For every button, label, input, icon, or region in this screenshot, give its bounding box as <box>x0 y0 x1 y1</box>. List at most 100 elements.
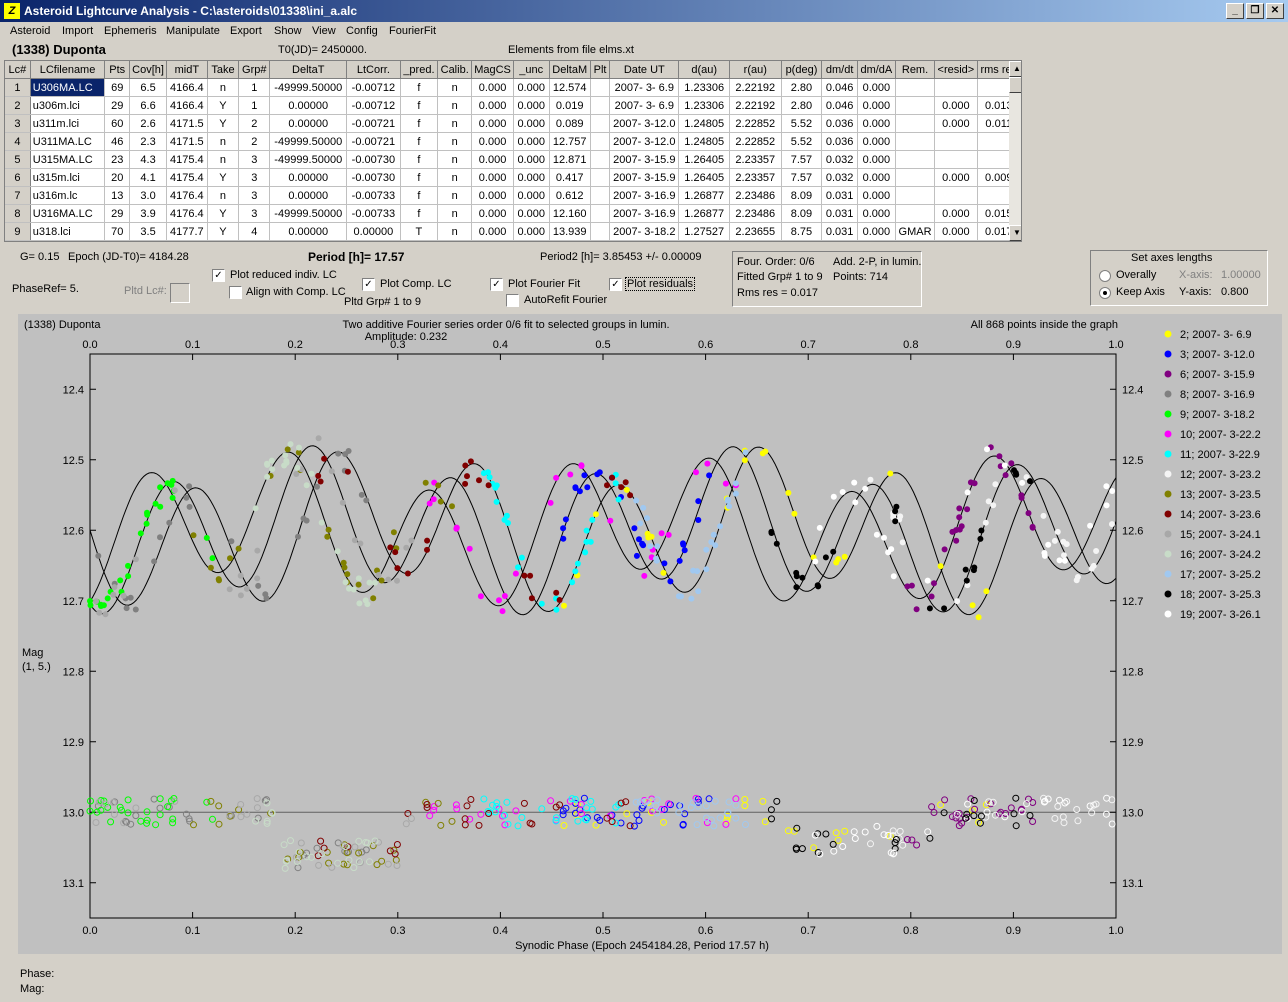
residual-point <box>351 843 359 851</box>
plot-reduced-checkbox[interactable]: ✓ <box>212 269 225 282</box>
data-point <box>466 545 473 552</box>
column-header[interactable]: r(au) <box>729 61 782 79</box>
x-tick-label: 0.4 <box>493 339 508 351</box>
table-cell <box>590 168 611 187</box>
column-header[interactable]: Pts <box>104 61 131 79</box>
column-header[interactable]: Take <box>207 61 240 79</box>
autorefit-checkbox[interactable] <box>506 294 519 307</box>
data-point <box>254 547 261 554</box>
table-cell: 1.26405 <box>678 150 730 169</box>
column-header[interactable]: DeltaT <box>269 61 348 79</box>
residual-point <box>253 795 261 803</box>
table-row[interactable]: 5 U315MA.LC 23 4.3 4175.4 n 3 -49999.50000 -0.00… <box>5 150 1021 169</box>
scroll-up-icon[interactable]: ▲ <box>1009 61 1021 77</box>
residual-point <box>97 806 105 814</box>
table-row[interactable]: 4 U311MA.LC 46 2.3 4171.5 n 2 -49999.50000 -0.00… <box>5 132 1021 151</box>
table-row[interactable]: 3 u311m.lci 60 2.6 4171.5 Y 2 0.00000 -0.00721 f n… <box>5 114 1021 133</box>
table-cell: 2.6 <box>129 114 167 133</box>
residual-point <box>528 820 536 828</box>
residual-point <box>97 797 105 804</box>
column-header[interactable]: Rem. <box>895 61 936 79</box>
table-cell: U316MA.LC <box>30 204 106 223</box>
data-point <box>287 441 294 448</box>
minimize-icon[interactable]: _ <box>1226 3 1244 19</box>
scroll-thumb[interactable] <box>1009 77 1021 93</box>
data-point <box>867 476 874 483</box>
column-header[interactable]: Calib. <box>437 61 473 79</box>
four-order-label: Four. Order: 0/6 <box>737 256 815 268</box>
menu-export[interactable]: Export <box>230 25 262 37</box>
data-point <box>1045 541 1052 548</box>
residual-point <box>970 797 978 804</box>
column-header[interactable]: <resid> <box>934 61 978 79</box>
table-row[interactable]: 1 U306MA.LC 69 6.5 4166.4 n 1 -49999.50000 -0.00… <box>5 78 1021 97</box>
residual-point <box>215 802 223 810</box>
column-header[interactable]: d(au) <box>678 61 730 79</box>
table-scrollbar[interactable]: ▲ ▼ <box>1009 61 1021 241</box>
xaxis-value[interactable]: 1.00000 <box>1221 269 1261 281</box>
residual-point <box>215 820 223 828</box>
plot-comp-checkbox[interactable]: ✓ <box>362 278 375 291</box>
data-point <box>636 536 642 543</box>
column-header[interactable]: Grp# <box>238 61 271 79</box>
plot-residuals-checkbox[interactable]: ✓ <box>609 278 622 291</box>
menu-manipulate[interactable]: Manipulate <box>166 25 220 37</box>
column-header[interactable]: dm/dt <box>821 61 858 79</box>
column-header[interactable]: dm/dA <box>857 61 896 79</box>
residual-point <box>393 862 401 869</box>
column-header[interactable]: Cov[h] <box>129 61 167 79</box>
column-header[interactable]: p(deg) <box>781 61 823 79</box>
residual-point <box>127 820 135 828</box>
residual-point <box>355 858 363 866</box>
menu-config[interactable]: Config <box>346 25 378 37</box>
table-row[interactable]: 6 u315m.lci 20 4.1 4175.4 Y 3 0.00000 -0.00730 f n… <box>5 168 1021 187</box>
menu-import[interactable]: Import <box>62 25 94 37</box>
column-header[interactable]: _unc <box>513 61 550 79</box>
menu-show[interactable]: Show <box>274 25 302 37</box>
data-point <box>111 584 118 591</box>
menu-asteroid[interactable]: Asteroid <box>10 25 51 37</box>
menu-fourierfit[interactable]: FourierFit <box>389 25 437 37</box>
data-point <box>403 544 410 551</box>
data-point <box>357 540 364 547</box>
lightcurve-table[interactable]: Lc# LCfilename Pts Cov[h] midT Take Grp# DeltaT… <box>4 60 1022 242</box>
residual-point <box>171 797 179 805</box>
column-header[interactable]: LtCorr. <box>346 61 401 79</box>
table-cell: 3 <box>238 204 271 223</box>
yaxis-value[interactable]: 0.800 <box>1221 286 1249 298</box>
menu-ephemeris[interactable]: Ephemeris <box>104 25 157 37</box>
column-header[interactable]: _pred. <box>400 61 439 79</box>
menu-view[interactable]: View <box>312 25 336 37</box>
residual-point <box>761 818 769 826</box>
table-row[interactable]: 8 U316MA.LC 29 3.9 4176.4 Y 3 -49999.50000 -0.00… <box>5 204 1021 223</box>
table-row[interactable]: 7 u316m.lc 13 3.0 4176.4 n 3 0.00000 -0.00733 f n 0… <box>5 186 1021 205</box>
data-point <box>1018 494 1025 501</box>
data-point <box>640 504 647 511</box>
column-header[interactable]: Plt <box>590 61 611 79</box>
column-header[interactable]: LCfilename <box>30 61 106 79</box>
lightcurve-plot[interactable]: (1338) Duponta Two additive Fourier seri… <box>18 314 1282 954</box>
restore-icon[interactable]: ❐ <box>1246 3 1264 19</box>
residual-point <box>362 838 370 846</box>
close-icon[interactable]: ✕ <box>1266 3 1284 19</box>
column-header[interactable]: MagCS <box>471 61 514 79</box>
align-checkbox[interactable] <box>229 286 242 299</box>
data-point <box>1013 471 1020 478</box>
residual-point <box>423 801 431 808</box>
data-point <box>303 482 310 489</box>
pltd-lc-spinner[interactable] <box>170 283 190 303</box>
data-point <box>344 468 351 475</box>
overally-radio[interactable] <box>1099 270 1111 282</box>
keep-axis-radio[interactable] <box>1099 287 1111 299</box>
column-header[interactable]: Date UT <box>609 61 680 79</box>
column-header[interactable]: Lc# <box>5 61 31 79</box>
column-header[interactable]: DeltaM <box>549 61 591 79</box>
data-point <box>430 496 437 503</box>
table-cell: 0.000 <box>513 114 550 133</box>
table-row[interactable]: 2 u306m.lci 29 6.6 4166.4 Y 1 0.00000 -0.00712 f n… <box>5 96 1021 115</box>
plot-fourier-checkbox[interactable]: ✓ <box>490 278 503 291</box>
column-header[interactable]: midT <box>166 61 208 79</box>
scroll-down-icon[interactable]: ▼ <box>1009 225 1021 241</box>
data-point <box>941 605 948 612</box>
